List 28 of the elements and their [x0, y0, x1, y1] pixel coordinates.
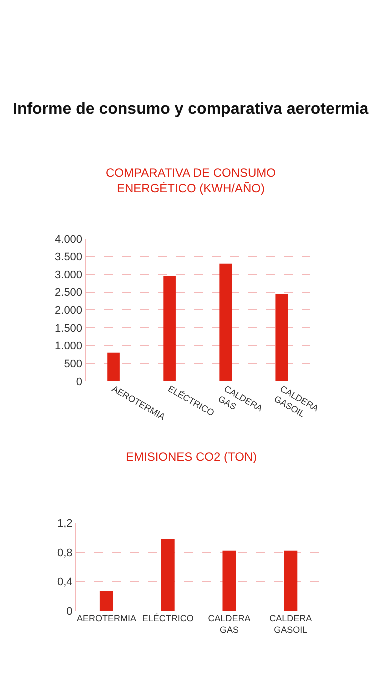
x-tick-label: AEROTERMIA	[76, 613, 136, 624]
bar	[276, 294, 288, 382]
bar	[164, 276, 176, 382]
y-tick-label: 1,2	[58, 518, 73, 530]
y-tick-label: 0	[66, 606, 73, 618]
chart-title: EMISIONES CO2 (TON)	[126, 450, 258, 464]
x-tick-label: ELÉCTRICO	[142, 613, 194, 624]
bar	[220, 264, 232, 382]
bar	[100, 591, 114, 612]
chart-title: Informe de consumo y comparativa aerotermia	[13, 101, 369, 118]
y-tick-label: 0	[76, 376, 83, 388]
bar	[284, 550, 298, 612]
y-tick-label: 0,4	[58, 576, 73, 589]
y-tick-label: 3.500	[55, 252, 83, 264]
bar	[161, 539, 175, 612]
y-tick-label: 2.000	[55, 304, 83, 317]
chart-subtitle: COMPARATIVA DE CONSUMO ENERGÉTICO (KWH/AÑO)	[106, 166, 276, 196]
bar	[108, 352, 120, 382]
y-tick-label: 1.500	[55, 322, 83, 335]
x-tick-label: CALDERA GAS	[208, 613, 251, 636]
y-tick-label: 500	[64, 358, 83, 370]
y-tick-label: 0,8	[58, 547, 73, 560]
y-tick-label: 3.000	[55, 269, 83, 282]
y-tick-label: 1.000	[55, 340, 83, 353]
bar	[222, 550, 236, 612]
y-tick-label: 2.500	[55, 287, 83, 300]
x-tick-label: CALDERA GASOIL	[270, 613, 312, 636]
y-tick-label: 4.000	[55, 234, 83, 246]
